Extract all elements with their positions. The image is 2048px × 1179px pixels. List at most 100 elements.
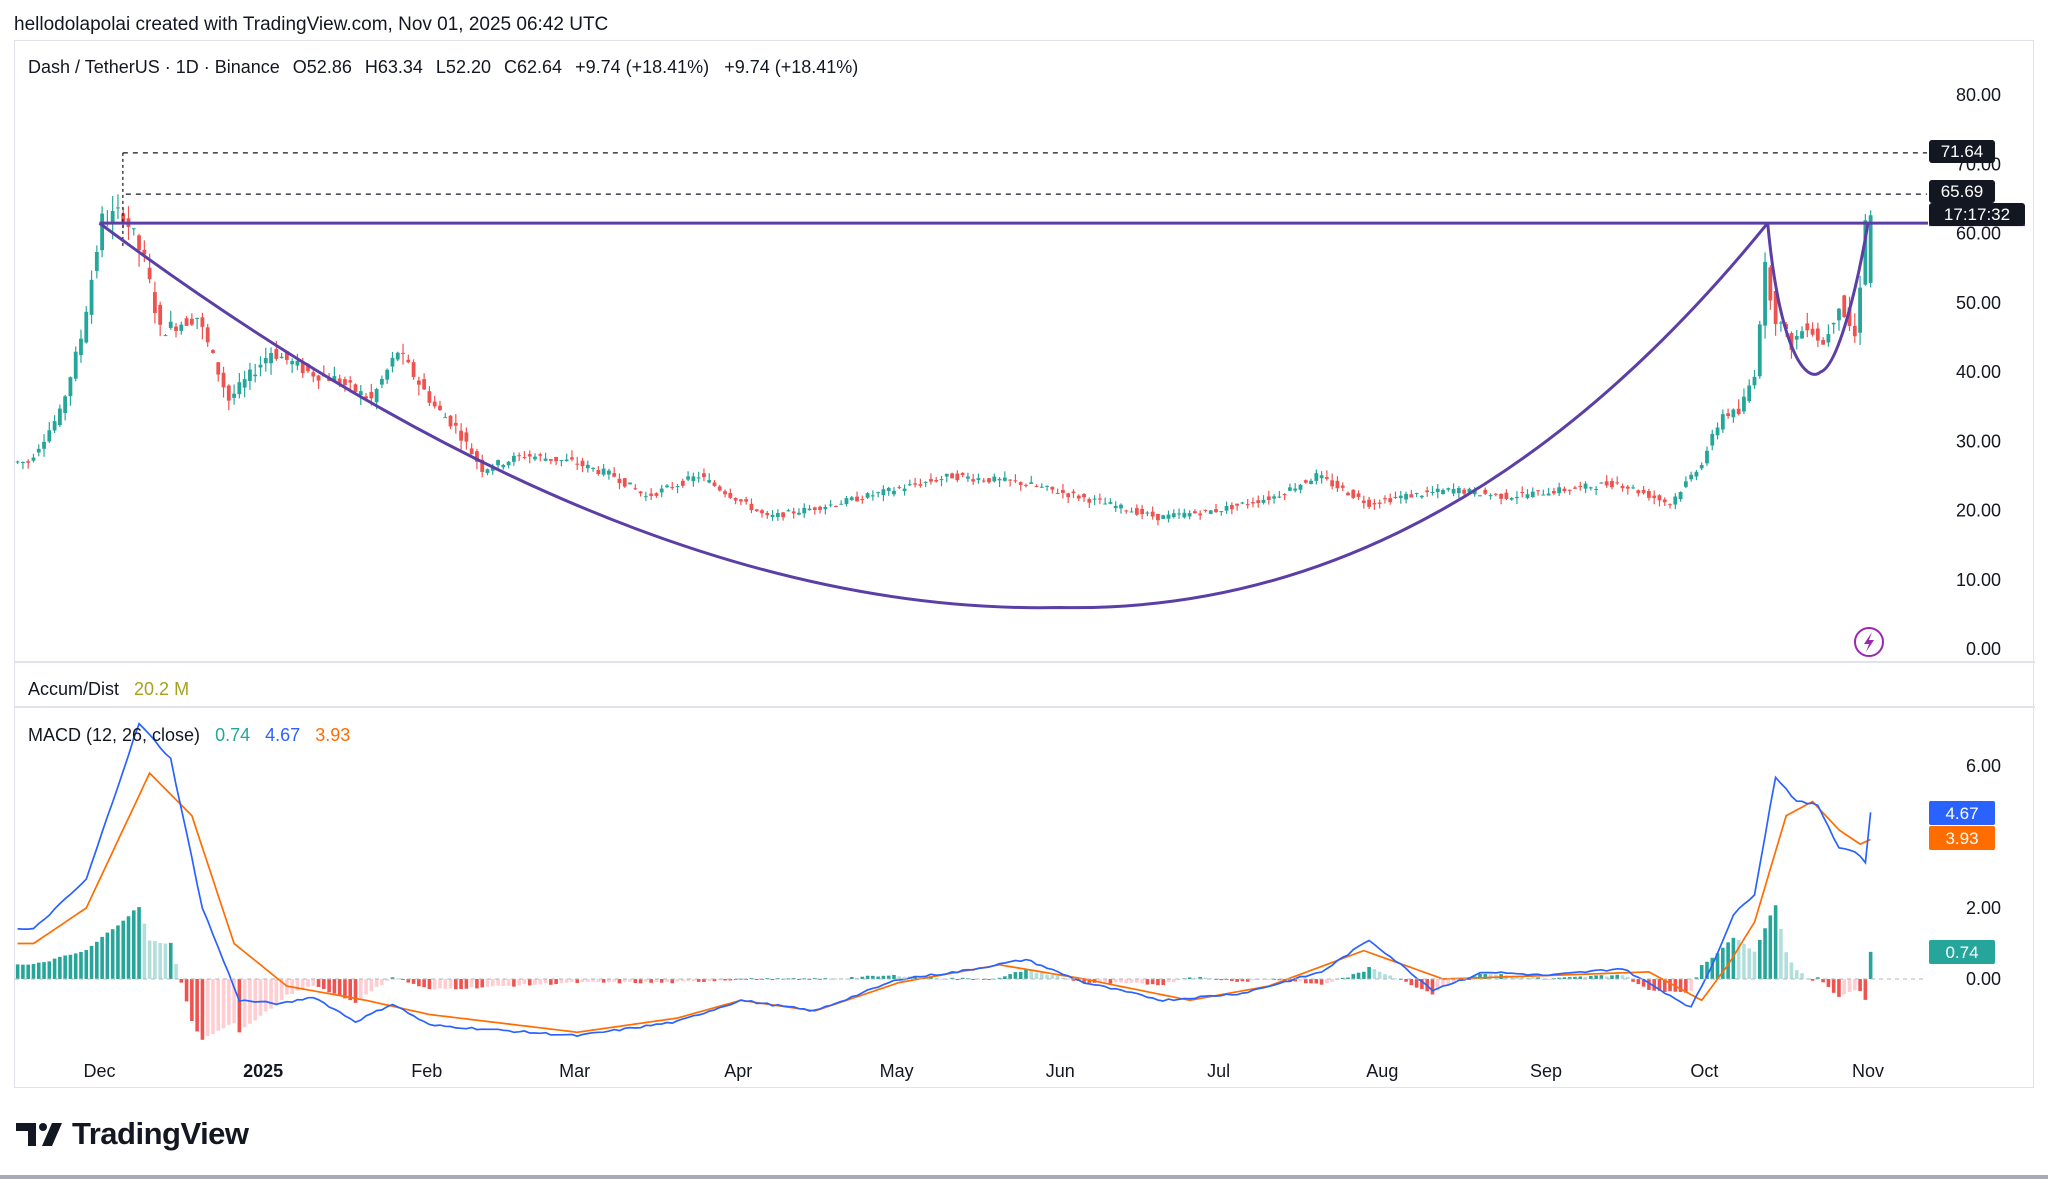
macd-hist-bar	[116, 925, 120, 979]
macd-hist-bar	[168, 942, 173, 979]
macd-hist-bar	[79, 951, 83, 979]
macd-hist-bar	[211, 979, 215, 1035]
macd-tick-label: 6.00	[1966, 756, 2001, 776]
macd-hist-bar	[1858, 979, 1862, 991]
candle	[216, 362, 221, 375]
candle	[1837, 308, 1841, 321]
macd-hist-bar	[1610, 975, 1614, 979]
candle	[1478, 495, 1482, 497]
macd-hist-bar	[955, 979, 960, 980]
candle	[1763, 261, 1767, 326]
tradingview-logo[interactable]: TradingView	[16, 1114, 249, 1154]
candle	[770, 514, 775, 517]
candle	[818, 506, 822, 510]
macd-hist-bar	[311, 979, 316, 986]
macd-hist-bar	[501, 979, 506, 986]
macd-hist-bar	[1135, 979, 1139, 983]
candle	[1367, 499, 1372, 507]
candle	[184, 318, 189, 326]
candle	[1736, 408, 1741, 415]
lightning-icon[interactable]	[1854, 627, 1884, 657]
candle	[1393, 496, 1398, 498]
macd-hist-bar	[1652, 979, 1656, 991]
candle	[1673, 496, 1678, 505]
candle	[707, 480, 712, 483]
candle	[1789, 333, 1794, 350]
macd-hist-bar	[1794, 970, 1799, 979]
macd-hist-bar	[1742, 943, 1746, 979]
candle	[131, 228, 136, 230]
candle	[1847, 307, 1852, 327]
candle	[31, 457, 36, 461]
macd-hist-bar	[1230, 979, 1234, 982]
chart-svg[interactable]: 0.0010.0020.0030.0040.0050.0060.0070.008…	[15, 41, 2035, 1089]
time-axis-label: Feb	[411, 1061, 442, 1081]
candle	[1536, 490, 1540, 492]
time-axis-label: Aug	[1366, 1061, 1398, 1081]
candle	[353, 384, 358, 392]
macd-hist-bar	[1024, 969, 1028, 979]
macd-hist-bar	[1657, 979, 1662, 991]
macd-hist-bar	[184, 979, 189, 1002]
chart-frame[interactable]: 0.00 10.00 20.00 30.00 40.00 50.00 60.00 70.00 8…	[14, 40, 2035, 1089]
candle	[1277, 496, 1282, 498]
candle	[1683, 481, 1688, 487]
macd-hist-bar	[459, 979, 463, 990]
candle	[1620, 486, 1625, 489]
macd-hist-bar	[754, 979, 759, 980]
macd-hist-bar	[1150, 979, 1155, 985]
macd-hist-bar	[1515, 976, 1519, 979]
candle	[717, 486, 722, 491]
macd-hist-bar	[496, 979, 500, 986]
level-badge-high[interactable]: 71.64	[1929, 140, 1995, 163]
level-badge-mid[interactable]: 65.69	[1929, 180, 1995, 203]
candle	[696, 477, 701, 479]
candle	[1842, 295, 1847, 317]
candle	[448, 415, 453, 427]
candle	[316, 375, 321, 381]
candle	[950, 473, 954, 479]
candle	[1002, 477, 1007, 481]
macd-hist-bar	[1842, 979, 1847, 995]
candle	[591, 467, 595, 469]
macd-hist-bar	[126, 916, 131, 979]
candle	[1451, 488, 1456, 494]
macd-hist-bar	[712, 979, 717, 982]
macd-hist-bar	[554, 979, 558, 985]
macd-hist-bar	[337, 979, 342, 996]
macd-hist-bar	[142, 923, 147, 979]
macd-hist-bar	[1098, 979, 1102, 983]
candle	[1092, 498, 1097, 500]
macd-hist-bar	[1055, 976, 1060, 979]
macd-hist-bar	[374, 979, 379, 987]
macd-hist-bar	[131, 910, 136, 979]
macd-hist-bar	[1863, 979, 1868, 1000]
candle	[343, 379, 347, 385]
macd-hist-bar	[1066, 978, 1071, 980]
macd-hist-bar	[1018, 971, 1023, 979]
candle	[1340, 485, 1345, 488]
macd-hist-bar	[358, 979, 363, 1000]
candle	[786, 510, 791, 512]
macd-hist-bar	[485, 979, 490, 987]
macd-hist-bar	[1061, 977, 1065, 979]
candle	[1557, 487, 1562, 494]
macd-hist-bar	[1662, 979, 1667, 993]
macd-hist-bar	[1684, 979, 1688, 993]
candle	[364, 396, 368, 399]
candle	[1831, 322, 1836, 325]
candle	[564, 459, 569, 462]
macd-hist-bar	[153, 941, 157, 979]
change-value: +9.74 (+18.41%)	[575, 57, 709, 77]
candle	[79, 338, 83, 356]
macd-hist-bar	[369, 979, 374, 992]
close-value: C62.64	[504, 57, 562, 77]
candle	[1203, 509, 1208, 511]
macd-hist-bar	[881, 975, 886, 979]
macd-badge-text: 4.67	[1945, 804, 1978, 823]
candle	[121, 213, 126, 223]
candle	[1631, 487, 1635, 489]
candle	[1778, 322, 1783, 324]
macd-hist-bar	[190, 979, 194, 1022]
candle	[1821, 340, 1826, 345]
